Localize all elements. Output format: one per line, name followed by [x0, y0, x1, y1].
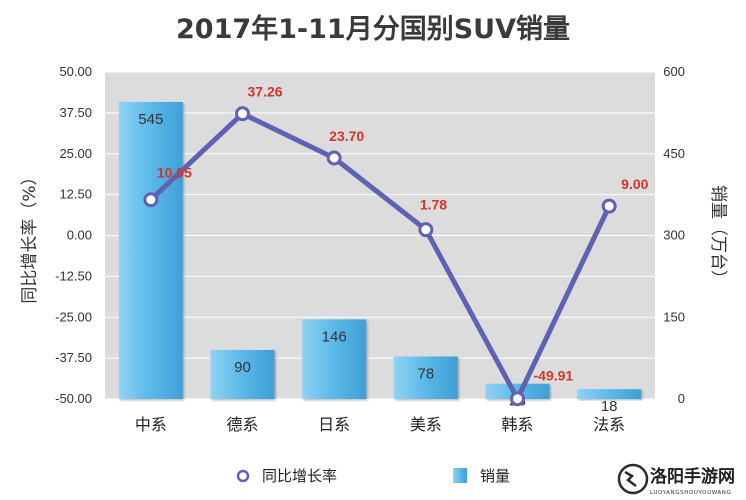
line-value-label: 9.00 [621, 176, 648, 192]
category-label: 法系 [593, 415, 625, 434]
right-tick-label: 0 [678, 391, 685, 406]
bar [302, 319, 367, 399]
category-labels: 中系 德系 日系 美系 韩系 法系 [135, 415, 625, 434]
watermark-logo-mark [624, 470, 637, 487]
bar [118, 101, 183, 399]
line-value-label: 1.78 [420, 197, 447, 213]
bar [210, 349, 275, 399]
chart-title: 2017年1-11月分国别SUV销量 [176, 13, 570, 45]
left-tick-label: -37.50 [55, 350, 92, 365]
bar-value-label: 78 [417, 365, 434, 382]
category-label: 日系 [318, 415, 350, 434]
legend-bar-swatch [453, 468, 467, 483]
line-value-label: 10.95 [157, 165, 192, 181]
line-value-label: -49.91 [534, 368, 574, 384]
legend-bar-label: 销量 [480, 467, 510, 485]
left-tick-label: 37.50 [59, 105, 92, 120]
line-value-label: 37.26 [248, 84, 283, 100]
bar [393, 356, 458, 399]
left-tick-label: 12.50 [59, 187, 92, 202]
right-tick-label: 600 [663, 64, 685, 79]
left-tick-label: 0.00 [67, 228, 92, 243]
line-point [143, 192, 159, 208]
line-point [418, 222, 434, 238]
left-axis-ticks: 50.00 37.50 25.00 12.50 0.00 -12.50 -25.00 -37.… [55, 64, 92, 406]
bar-value-label: 90 [234, 359, 251, 376]
left-axis-label: 同比增长率（%） [20, 168, 40, 303]
line-point [326, 150, 342, 166]
left-tick-label: 25.00 [59, 146, 92, 161]
category-label: 德系 [226, 415, 258, 434]
line-point [601, 198, 617, 214]
line-point [510, 391, 525, 407]
line-value-label: 23.70 [329, 128, 364, 144]
left-tick-label: -50.00 [55, 391, 92, 406]
watermark-text: 洛阳手游网 [650, 466, 735, 487]
right-axis-ticks: 600 450 300 150 0 [663, 64, 685, 406]
legend-item-bar: 销量 [453, 467, 510, 485]
legend: 同比增长率 销量 [236, 467, 510, 485]
bar-value-label: 545 [138, 111, 163, 128]
category-label: 美系 [410, 415, 442, 434]
category-label: 中系 [135, 415, 167, 434]
bar [577, 389, 642, 399]
watermark-subtext: LUOYANGSHOUYOUWANG [650, 490, 731, 496]
left-tick-label: 50.00 [59, 64, 92, 79]
line-series: 10.95 37.26 23.70 1.78 -49.91 9.00 [143, 84, 649, 407]
legend-line-marker [236, 469, 250, 483]
right-axis-label: 销量（万台） [708, 185, 728, 287]
legend-item-line: 同比增长率 [236, 467, 337, 485]
legend-line-label: 同比增长率 [262, 467, 337, 485]
right-tick-label: 450 [663, 146, 685, 161]
category-label: 韩系 [501, 415, 533, 434]
bar-series: 54590146782818 [118, 101, 642, 415]
watermark: 洛阳手游网 LUOYANGSHOUYOUWANG [617, 463, 735, 496]
left-tick-label: -25.00 [55, 309, 92, 324]
bar-value-label: 18 [601, 398, 618, 415]
bar-value-label: 146 [322, 328, 347, 345]
right-tick-label: 300 [663, 228, 685, 243]
left-tick-label: -12.50 [55, 268, 92, 283]
line-path [148, 111, 612, 402]
line-point [235, 106, 250, 122]
right-tick-label: 150 [663, 309, 685, 324]
watermark-logo-icon [617, 463, 649, 495]
